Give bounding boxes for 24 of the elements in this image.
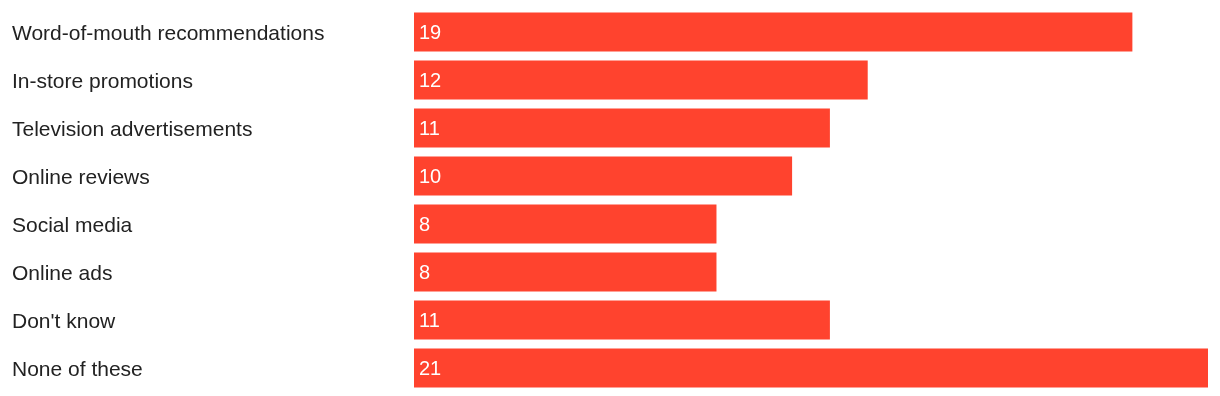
bar [414, 348, 1208, 388]
y-tick-label: Online reviews [12, 164, 150, 188]
y-tick-label: Social media [12, 212, 133, 236]
data-label: 8 [419, 213, 431, 236]
y-tick-label: None of these [12, 356, 143, 380]
data-label: 8 [419, 261, 431, 284]
y-tick-label: Television advertisements [12, 116, 253, 140]
bar [414, 12, 1133, 52]
y-tick-label: Word-of-mouth recommendations [12, 20, 325, 44]
y-tick-label: Online ads [12, 260, 113, 284]
data-label: 12 [419, 69, 442, 92]
data-label: 19 [419, 21, 442, 44]
y-tick-label: In-store promotions [12, 68, 193, 92]
bar [414, 204, 717, 244]
y-tick-label: Don't know [12, 308, 117, 332]
bar [414, 252, 717, 292]
bar [414, 60, 868, 100]
bar [414, 156, 793, 196]
data-label: 10 [419, 165, 442, 188]
bar [414, 108, 830, 148]
data-label: 11 [419, 309, 440, 332]
bar [414, 300, 830, 340]
data-label: 21 [419, 357, 442, 380]
data-label: 11 [419, 117, 440, 140]
